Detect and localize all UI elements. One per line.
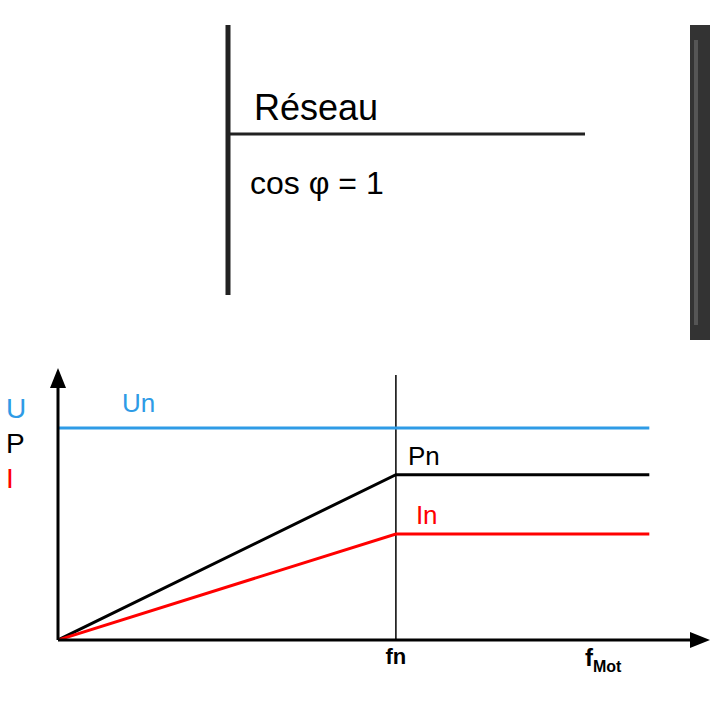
svg-text:Réseau: Réseau [254, 87, 378, 128]
svg-text:U: U [6, 393, 26, 424]
svg-text:Pn: Pn [408, 441, 440, 471]
svg-text:cos φ = 1: cos φ = 1 [250, 165, 384, 201]
svg-text:Un: Un [122, 388, 155, 418]
svg-text:fMot: fMot [585, 644, 622, 675]
svg-text:In: In [416, 500, 438, 530]
svg-text:P: P [6, 428, 25, 459]
svg-text:I: I [6, 463, 14, 494]
svg-text:fn: fn [386, 644, 407, 669]
